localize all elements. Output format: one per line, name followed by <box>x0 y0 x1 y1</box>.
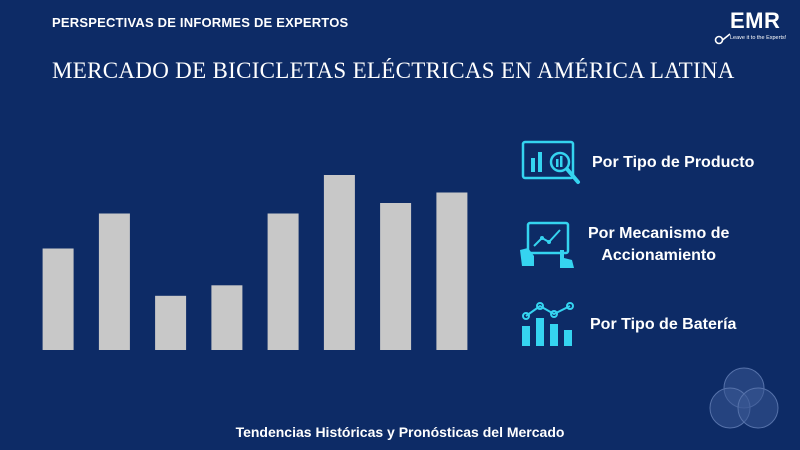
bar-1 <box>42 248 74 350</box>
eyebrow-heading: PERSPECTIVAS DE INFORMES DE EXPERTOS <box>52 15 349 30</box>
bar-6 <box>323 175 355 350</box>
segment-label: Por Mecanismo de Accionamiento <box>588 223 729 267</box>
bar-5 <box>267 213 299 350</box>
segment-battery-type: Por Tipo de Batería <box>518 300 736 350</box>
bar-8 <box>436 192 468 350</box>
touch-tablet-chart-icon <box>520 221 574 268</box>
segment-product-type: Por Tipo de Producto <box>520 138 754 188</box>
bar-2 <box>98 213 130 350</box>
emr-logo: EMR Leave it to the Experts! <box>712 8 792 50</box>
bar-line-chart-icon <box>522 302 574 346</box>
segment-label-line: Accionamiento <box>601 247 717 264</box>
key-icon <box>714 33 731 45</box>
analytics-magnifier-icon <box>521 140 580 184</box>
segment-label: Por Tipo de Batería <box>590 314 736 336</box>
segment-label-line: Por Mecanismo de <box>588 225 730 242</box>
page-title: MERCADO DE BICICLETAS ELÉCTRICAS EN AMÉR… <box>52 58 735 83</box>
logo-tagline: Leave it to the Experts! <box>730 35 787 41</box>
segment-label: Por Tipo de Producto <box>592 152 754 174</box>
footer-caption: Tendencias Históricas y Pronósticas del … <box>235 424 565 440</box>
venn-circles-icon <box>709 367 779 429</box>
bar-chart <box>42 175 468 350</box>
logo-text: EMR <box>730 8 781 33</box>
bar-4 <box>211 285 243 350</box>
segment-label-line: Por Tipo de Batería <box>590 316 737 333</box>
segment-label-line: Por Tipo de Producto <box>592 154 755 171</box>
bar-7 <box>380 203 412 350</box>
bar-3 <box>155 295 187 350</box>
segment-drive-mechanism: Por Mecanismo de Accionamiento <box>516 220 729 270</box>
